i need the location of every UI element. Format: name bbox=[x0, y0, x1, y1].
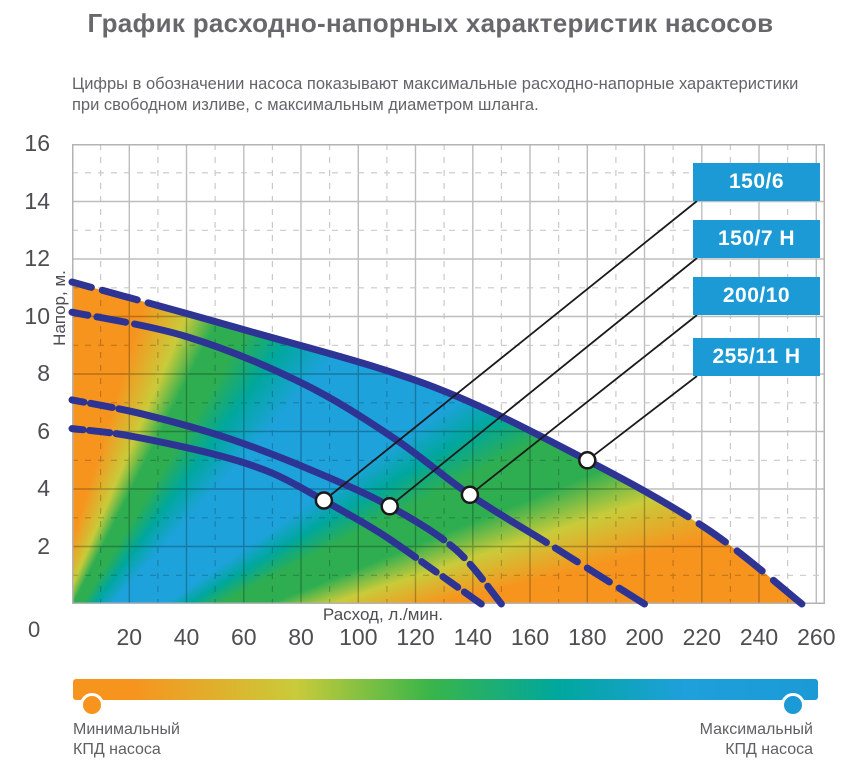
max-efficiency-dot bbox=[781, 693, 805, 717]
pump-label-box-150-7-Н: 150/7 Н bbox=[693, 220, 820, 258]
x-tick-label-40: 40 bbox=[173, 624, 200, 650]
min-efficiency-dot bbox=[80, 693, 104, 717]
x-axis-title: Расход, л./мин. bbox=[322, 605, 444, 624]
page-title: График расходно-напорных характеристик н… bbox=[87, 8, 774, 38]
x-tick-label-80: 80 bbox=[288, 624, 314, 650]
x-tick-label-140: 140 bbox=[453, 624, 492, 650]
leader-line-150-6 bbox=[323, 200, 698, 502]
x-tick-label-20: 20 bbox=[116, 624, 143, 650]
x-tick-label-60: 60 bbox=[231, 624, 257, 650]
leader-line-255-11-Н bbox=[586, 375, 698, 462]
x-tick-label-260: 260 bbox=[797, 624, 836, 650]
plot-border bbox=[72, 144, 825, 604]
pump-label-box-150-6: 150/6 bbox=[693, 163, 820, 201]
chart-description-line2: при свободном изливе, с максимальным диа… bbox=[72, 96, 539, 114]
x-tick-label-100: 100 bbox=[339, 624, 378, 650]
leader-line-200-10 bbox=[469, 314, 698, 496]
y-tick-label-6: 6 bbox=[37, 417, 50, 444]
pump-curve-200-10 bbox=[68, 308, 648, 608]
pump-curve-150-7-Н bbox=[68, 396, 505, 608]
x-tick-label-180: 180 bbox=[568, 624, 607, 650]
marker-dot-150-7-Н bbox=[380, 497, 399, 516]
chart-description-line1: Цифры в обозначении насоса показывают ма… bbox=[72, 75, 799, 93]
x-tick-label-160: 160 bbox=[510, 624, 550, 650]
max-efficiency-label: Максимальный КПД насоса bbox=[700, 720, 813, 760]
pump-curve-150-6 bbox=[68, 425, 485, 608]
x-tick-label-200: 200 bbox=[625, 624, 664, 650]
marker-dot-150-6 bbox=[314, 491, 334, 510]
min-efficiency-label-line2: КПД насоса bbox=[73, 741, 161, 758]
y-tick-label-2: 2 bbox=[37, 532, 50, 559]
chart-description: Цифры в обозначении насоса показывают ма… bbox=[72, 74, 817, 116]
max-efficiency-label-line2: КПД насоса bbox=[725, 741, 813, 758]
y-tick-label-16: 16 bbox=[24, 130, 50, 156]
min-efficiency-label: Минимальный КПД насоса bbox=[73, 720, 180, 760]
pump-curves bbox=[68, 278, 806, 608]
pump-label-box-255-11-Н: 255/11 Н bbox=[693, 338, 820, 376]
marker-dot-200-10 bbox=[460, 485, 480, 505]
callout-leader-lines bbox=[323, 200, 698, 508]
y-tick-label-0: 0 bbox=[28, 617, 41, 642]
leader-line-150-7-Н bbox=[389, 257, 698, 508]
marker-dot-255-11-Н bbox=[578, 451, 597, 470]
y-tick-label-8: 8 bbox=[37, 360, 50, 386]
y-axis-title: Напор, м. bbox=[50, 270, 69, 346]
pump-label-box-200-10: 200/10 bbox=[693, 277, 820, 315]
callout-markers bbox=[314, 451, 597, 516]
y-tick-label-12: 12 bbox=[24, 245, 50, 271]
x-tick-label-120: 120 bbox=[396, 624, 435, 650]
min-efficiency-label-line1: Минимальный bbox=[73, 721, 180, 738]
x-tick-label-220: 220 bbox=[682, 624, 721, 650]
y-tick-label-10: 10 bbox=[24, 302, 50, 329]
x-tick-label-240: 240 bbox=[739, 624, 779, 650]
pump-curve-255-11-Н bbox=[68, 278, 806, 608]
y-tick-label-14: 14 bbox=[24, 187, 50, 214]
efficiency-legend-bar bbox=[73, 679, 818, 700]
max-efficiency-label-line1: Максимальный bbox=[699, 721, 813, 738]
y-tick-label-4: 4 bbox=[37, 475, 50, 501]
